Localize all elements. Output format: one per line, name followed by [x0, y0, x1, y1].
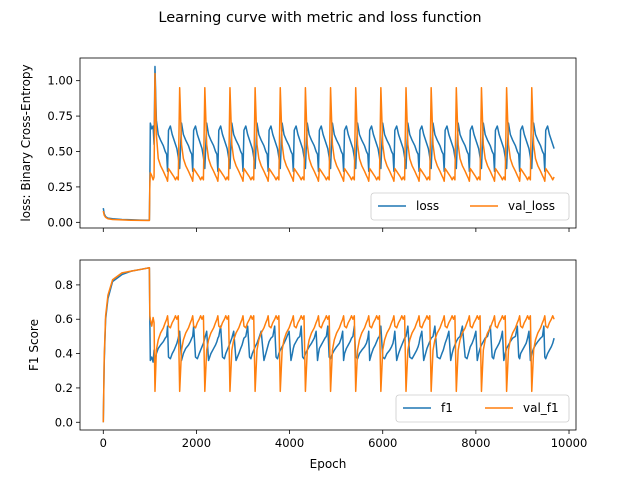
loss-legend-label-val-loss: val_loss	[508, 199, 555, 213]
loss-legend: loss val_loss	[370, 192, 570, 221]
f1-xlabel: Epoch	[310, 457, 347, 471]
loss-ytick-label-1: 0.25	[47, 180, 73, 194]
loss-ytick-label-4: 1.00	[47, 74, 73, 88]
f1-series-line-val-f1	[102, 266, 555, 423]
f1-xtick-label-5: 10000	[551, 436, 588, 450]
f1-ytick-label-0: 0.0	[55, 415, 73, 429]
loss-ytick-label-0: 0.00	[47, 215, 73, 229]
loss-ytick-label-2: 0.50	[47, 145, 73, 159]
f1-legend-box	[395, 394, 570, 423]
f1-series-line-f1	[102, 266, 555, 423]
f1-subplot: 0 2000 4000 6000 8000 10000 0.0 0.2 0.4 0.6 0.8 F1…	[27, 259, 588, 471]
loss-series-lines	[102, 65, 555, 222]
f1-ytick-label-2: 0.4	[55, 347, 73, 361]
loss-tick-marks: 0.00 0.25 0.50 0.75 1.00	[47, 74, 570, 232]
f1-axes-frame	[79, 259, 577, 431]
f1-series-lines	[102, 266, 555, 423]
f1-ytick-label-4: 0.8	[55, 278, 73, 292]
f1-ylabel: F1 Score	[27, 319, 41, 371]
f1-xtick-label-3: 6000	[368, 436, 397, 450]
f1-legend: f1 val_f1	[395, 394, 570, 423]
f1-xtick-label-4: 8000	[461, 436, 490, 450]
f1-tick-marks: 0 2000 4000 6000 8000 10000 0.0 0.2 0.4 0.6 0.8	[55, 278, 588, 450]
loss-series-line-val-loss	[102, 72, 555, 222]
f1-legend-label-val-f1: val_f1	[523, 401, 559, 415]
f1-xtick-label-2: 4000	[275, 436, 304, 450]
loss-subplot: 0.00 0.25 0.50 0.75 1.00 loss: Binary Cross-…	[19, 57, 577, 232]
f1-legend-label-f1: f1	[441, 401, 453, 415]
f1-xtick-label-1: 2000	[182, 436, 211, 450]
figure-title: Learning curve with metric and loss func…	[158, 10, 481, 26]
f1-ytick-label-1: 0.2	[55, 381, 73, 395]
loss-ylabel: loss: Binary Cross-Entropy	[19, 64, 33, 221]
f1-ytick-label-3: 0.6	[55, 312, 73, 326]
loss-ytick-label-3: 0.75	[47, 109, 73, 123]
f1-xtick-label-0: 0	[100, 436, 107, 450]
loss-legend-label-loss: loss	[416, 199, 439, 213]
loss-axes-frame	[79, 57, 577, 229]
